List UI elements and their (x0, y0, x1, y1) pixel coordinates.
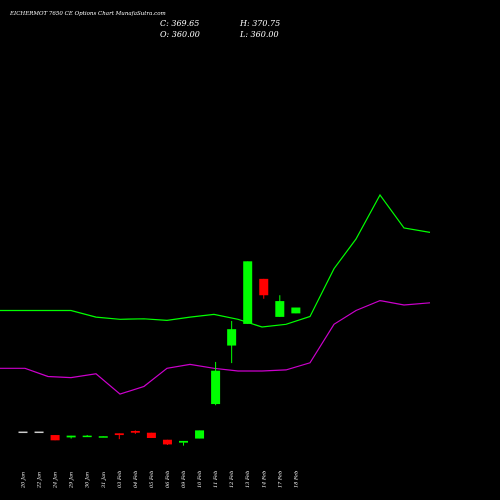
x-tick-label: 13 Feb (245, 471, 251, 488)
x-tick-label: 22 Jan (37, 472, 43, 489)
high-value: H: 370.75 (239, 19, 280, 28)
x-tick-label: 24 Jan (53, 472, 59, 489)
x-tick-label: 20 Jan (21, 472, 27, 489)
candle-body (179, 440, 188, 443)
candle-body (259, 278, 269, 296)
open-value: O: 360.00 (160, 30, 200, 39)
candle-body (162, 439, 172, 445)
chart-title: EICHERMOT 7650 CE Options Chart MunafaSu… (9, 11, 166, 17)
x-tick-label: 31 Jan (101, 472, 107, 488)
candle-body (275, 301, 285, 317)
x-tick-label: 12 Feb (229, 471, 235, 488)
x-tick-label: 04 Feb (133, 471, 139, 488)
candle-body (243, 261, 253, 324)
x-tick-label: 09 Feb (181, 471, 187, 488)
x-tick-label: 17 Feb (277, 471, 283, 488)
x-tick-label: 11 Feb (213, 471, 219, 488)
candle-body (50, 435, 60, 441)
candle-body (82, 435, 92, 438)
candle-body (66, 435, 76, 438)
candle-body (211, 370, 221, 405)
candle-body (18, 431, 28, 434)
lower-line (0, 299, 431, 395)
candle-body (98, 436, 108, 438)
low-value: L: 360.00 (239, 30, 279, 39)
candle-body (227, 329, 237, 346)
close-value: C: 369.65 (160, 19, 199, 28)
candle-body (114, 433, 124, 436)
candle-body (291, 307, 301, 314)
candle-body (195, 430, 205, 439)
x-tick-label: 10 Feb (197, 471, 203, 488)
candles (18, 261, 301, 446)
x-tick-label: 18 Feb (293, 471, 299, 488)
chart-header: EICHERMOT 7650 CE Options Chart MunafaSu… (9, 11, 280, 39)
upper-line (0, 193, 431, 328)
x-tick-label: 14 Feb (261, 471, 267, 488)
candle-body (146, 432, 156, 438)
x-tick-label: 29 Jan (69, 472, 75, 489)
candle-body (130, 430, 140, 433)
x-tick-label: 05 Feb (149, 471, 155, 488)
x-tick-label: 30 Jan (85, 472, 91, 488)
x-tick-label: 06 Feb (165, 471, 171, 488)
x-tick-label: 03 Feb (117, 471, 123, 488)
indicator-lines (0, 193, 431, 395)
x-axis-labels: 20 Jan 22 Jan 24 Jan 29 Jan 30 Jan 31 Jan 03 F… (21, 471, 300, 489)
candle-body (34, 431, 44, 434)
